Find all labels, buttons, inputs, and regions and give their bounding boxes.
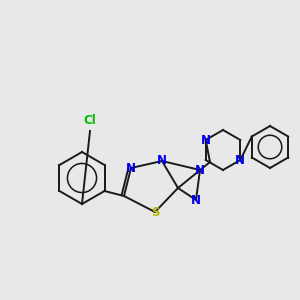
Text: S: S <box>151 206 159 218</box>
Text: N: N <box>195 164 205 176</box>
Text: Cl: Cl <box>84 115 96 128</box>
Text: N: N <box>201 134 211 146</box>
Text: N: N <box>126 161 136 175</box>
Text: N: N <box>157 154 167 167</box>
Text: N: N <box>235 154 245 166</box>
Text: N: N <box>191 194 201 206</box>
